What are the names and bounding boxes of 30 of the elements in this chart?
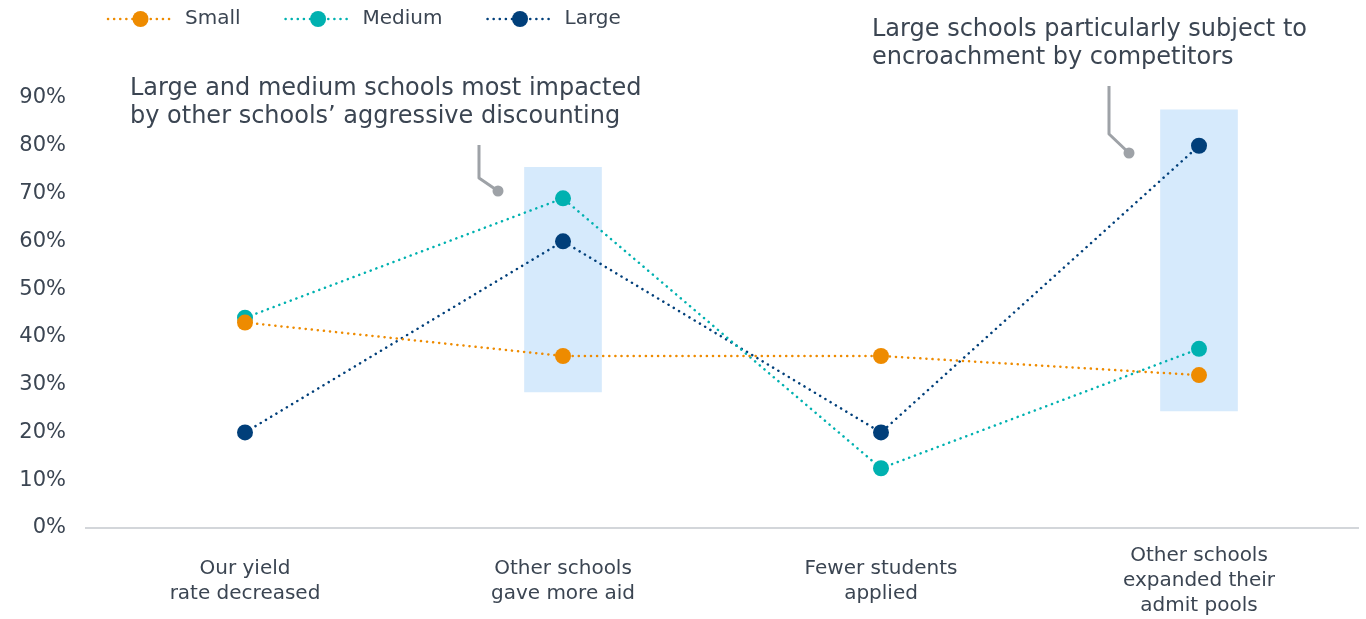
point (555, 190, 571, 207)
point (873, 460, 889, 477)
x-tick-label: Other schools expanded their admit pools (1122, 542, 1276, 617)
text: Large schools particularly subject to encroachment by competitors (872, 14, 1307, 70)
point (555, 348, 571, 364)
y-tick-label: 60% (19, 227, 66, 252)
y-tick-label: 80% (19, 132, 66, 157)
y-tick-label: 0% (32, 514, 66, 539)
y-tick-label: 70% (19, 180, 66, 205)
point (555, 233, 571, 250)
point (1191, 137, 1207, 154)
y-tick-label: 10% (19, 466, 66, 491)
point (1191, 367, 1207, 384)
y-tick-label: 40% (19, 323, 66, 348)
point (237, 424, 253, 441)
y-tick-label: 50% (19, 275, 66, 300)
point (873, 348, 889, 364)
point (873, 424, 889, 441)
legend-label: Large (564, 5, 621, 30)
y-tick-label: 30% (19, 371, 66, 396)
legend-label: Small (185, 5, 241, 30)
point (237, 314, 253, 331)
legend-label: Medium (362, 5, 443, 30)
point (1191, 340, 1207, 357)
x-tick-label: Other schools gave more aid (490, 554, 636, 604)
y-tick-label: 90% (19, 84, 66, 109)
annotation: Large and medium schools most impacted by other schools’ aggressive discounting (130, 73, 642, 129)
x-tick-label: Fewer students applied (804, 554, 958, 604)
x-tick-label: Our yield rate decreased (169, 554, 321, 604)
y-tick-label: 20% (19, 418, 66, 443)
